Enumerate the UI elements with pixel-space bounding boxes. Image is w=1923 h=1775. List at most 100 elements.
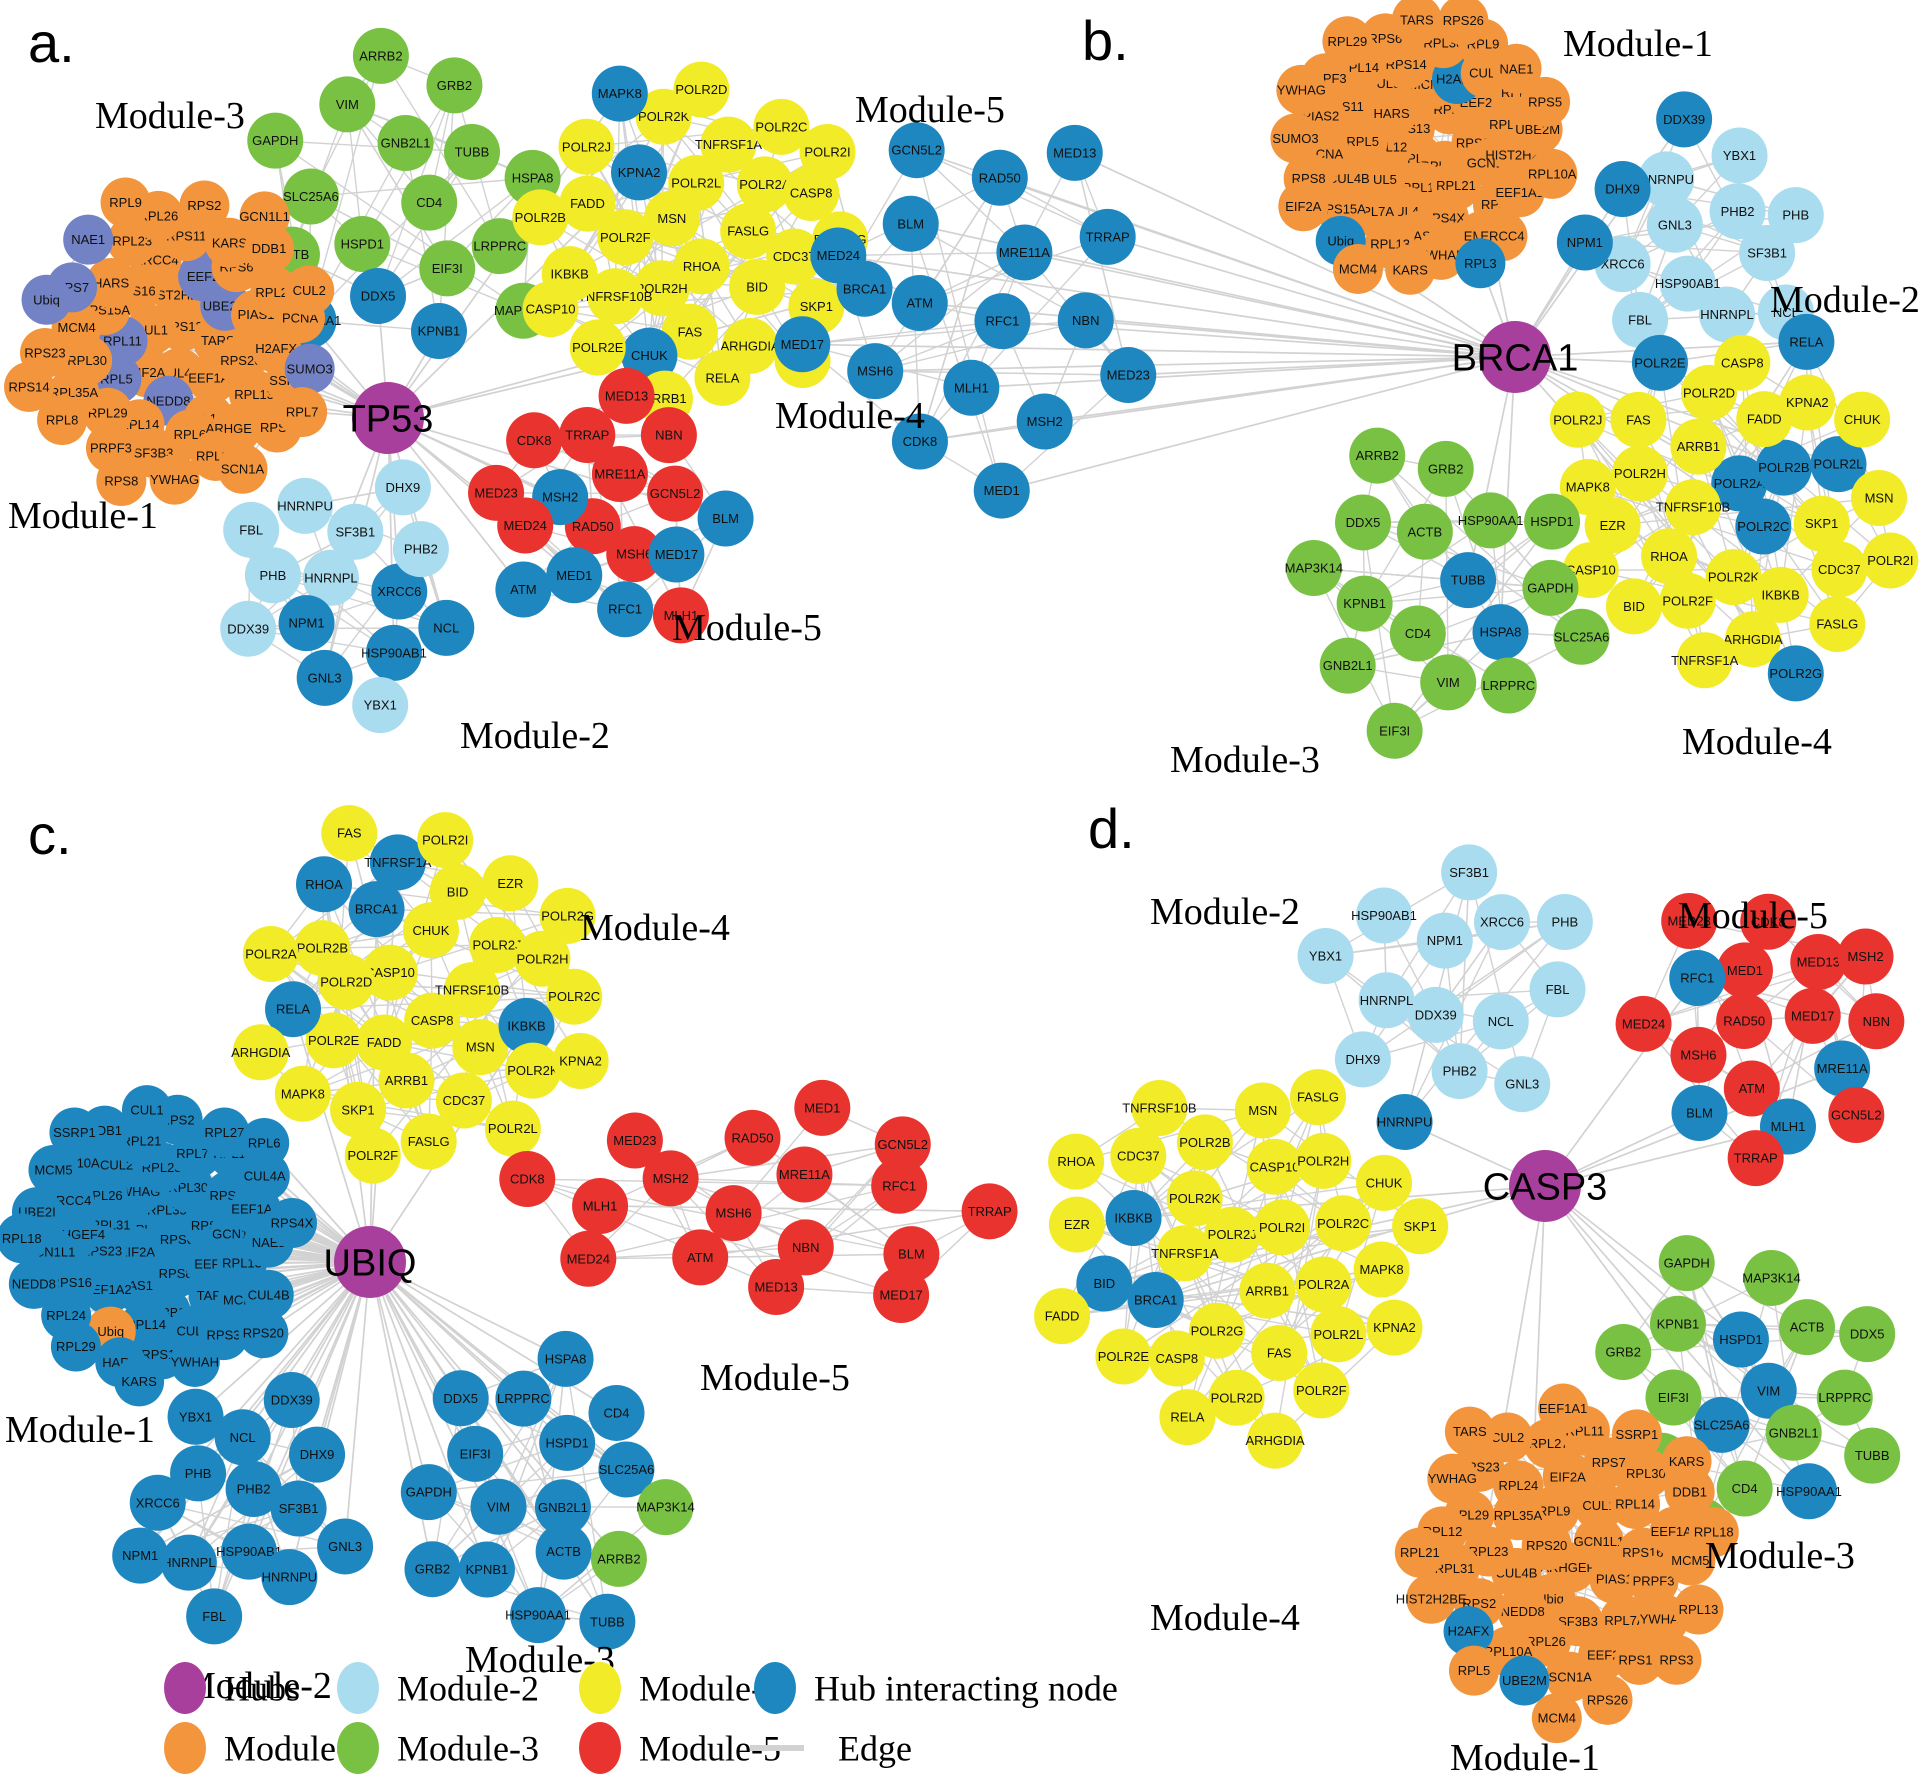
node-label-GNB2L1: GNB2L1 [1323, 658, 1373, 673]
node-HSPD1 [539, 1414, 596, 1471]
node-NBN [777, 1219, 834, 1276]
edge [428, 1468, 627, 1493]
node-HIST2H2BE [1406, 1573, 1457, 1624]
node-label-TRRAP: TRRAP [1734, 1151, 1778, 1166]
node-SF3B1 [1441, 844, 1498, 901]
node-label-RPS8: RPS8 [104, 474, 138, 489]
node-POLR2C [753, 98, 810, 155]
node-KPNA2 [552, 1033, 609, 1090]
node-EIF3I [1366, 702, 1423, 759]
node-SKP1 [1793, 495, 1850, 552]
node-label-RPL18: RPL18 [1694, 1525, 1734, 1540]
node-label-RPL18: RPL18 [2, 1231, 42, 1246]
node-TRRAP [961, 1183, 1018, 1240]
node-label-FAS: FAS [1626, 412, 1651, 427]
node-TNFRSF1A [369, 834, 426, 891]
node-RPL18 [0, 1213, 47, 1264]
node-SSRP1 [1611, 1409, 1662, 1460]
node-NBN [640, 407, 697, 464]
node-label-DHX9: DHX9 [300, 1447, 335, 1462]
module-label-a-Module-5: Module-5 [672, 607, 822, 649]
node-label-NCL: NCL [1488, 1014, 1514, 1029]
node-label-SKP1: SKP1 [341, 1102, 374, 1117]
node-label-RPL21: RPL21 [1436, 178, 1476, 193]
node-label-MED13: MED13 [1797, 955, 1840, 970]
node-label-TUBB: TUBB [1451, 573, 1486, 588]
module-label-b-Module-5: Module-5 [855, 89, 1005, 131]
node-label-YBX1: YBX1 [179, 1409, 212, 1424]
hub-edge [292, 1008, 371, 1263]
node-label-CDK8: CDK8 [510, 1172, 545, 1187]
node-HNRNPU [261, 1549, 318, 1606]
node-label-BLM: BLM [898, 1247, 925, 1262]
node-label-HSP90AB1: HSP90AB1 [361, 645, 427, 660]
node-MCM4 [1531, 1693, 1582, 1744]
node-RAD50 [971, 149, 1028, 206]
node-GNB2L1 [534, 1479, 591, 1536]
node-label-HNRNPL: HNRNPL [1700, 307, 1753, 322]
node-label-MED1: MED1 [984, 483, 1020, 498]
edge [875, 370, 1129, 376]
node-label-POLR2G: POLR2G [1769, 666, 1822, 681]
node-label-MRE11A: MRE11A [779, 1167, 830, 1182]
node-label-FBL: FBL [1628, 313, 1652, 328]
edge [404, 142, 440, 332]
node-label-HSPD1: HSPD1 [546, 1435, 589, 1450]
hub-edge [1074, 152, 1516, 358]
node-MSH6 [1670, 1026, 1727, 1083]
node-label-DDX39: DDX39 [227, 621, 269, 636]
node-KARS [114, 1356, 165, 1407]
node-label-RPS26: RPS26 [1443, 13, 1484, 28]
node-RPL29 [50, 1321, 101, 1372]
node-label-MED13: MED13 [1053, 145, 1096, 160]
node-NCL [418, 599, 475, 656]
node-HNRNPL [1358, 972, 1415, 1029]
node-label-HNRNPU: HNRNPU [1638, 172, 1694, 187]
node-BID [1605, 578, 1662, 635]
node-DHX9 [1594, 161, 1651, 218]
hub-edge [919, 356, 1516, 443]
node-TUBB [443, 124, 500, 181]
node-YBX1 [167, 1388, 224, 1445]
node-ATM [495, 561, 552, 618]
node-VIM [470, 1478, 527, 1535]
node-label-RPL6: RPL6 [248, 1136, 281, 1151]
node-POLR2F [1659, 572, 1716, 629]
node-label-HNRNPL: HNRNPL [304, 570, 357, 585]
node-MAP3K14 [1285, 540, 1342, 597]
node-EEF1A1 [1538, 1383, 1589, 1434]
node-label-RPS3: RPS3 [207, 1328, 241, 1343]
node-label-CD4: CD4 [604, 1405, 630, 1420]
node-label-RAD50: RAD50 [572, 519, 614, 534]
node-label-IKBKB: IKBKB [507, 1018, 545, 1033]
node-ACTB [1779, 1299, 1836, 1356]
node-CD4 [401, 174, 458, 231]
node-CDC37 [435, 1072, 492, 1129]
node-NBN [1057, 292, 1114, 349]
node-label-TUBB: TUBB [455, 145, 490, 160]
node-label-RPL9: RPL9 [109, 195, 142, 210]
node-label-SLC25A6: SLC25A6 [283, 189, 339, 204]
node-YBX1 [1711, 127, 1768, 184]
node-POLR2C [546, 968, 603, 1025]
edge [527, 1178, 777, 1288]
node-BRCA1 [348, 881, 405, 938]
node-RELA [1159, 1389, 1216, 1446]
node-label-MED17: MED17 [655, 547, 698, 562]
node-POLR2H [1611, 445, 1668, 502]
node-FBL [1529, 961, 1586, 1018]
node-label-HSPD1: HSPD1 [1719, 1332, 1762, 1347]
node-label-RFC1: RFC1 [1680, 971, 1714, 986]
node-MSH2 [642, 1150, 699, 1207]
node-label-MLH1: MLH1 [954, 380, 989, 395]
node-label-POLR2H: POLR2H [516, 951, 568, 966]
node-label-SLC25A6: SLC25A6 [599, 1462, 655, 1477]
node-label-POLR2L: POLR2L [1313, 1327, 1363, 1342]
node-label-VIM: VIM [336, 97, 359, 112]
node-label-MSH2: MSH2 [653, 1171, 689, 1186]
node-label-MLH1: MLH1 [664, 608, 699, 623]
node-label-RPL13: RPL13 [1679, 1602, 1719, 1617]
node-label-RPL11: RPL11 [103, 334, 142, 349]
module-label-c-Module-5: Module-5 [700, 1357, 850, 1399]
node-GRB2 [1417, 440, 1474, 497]
